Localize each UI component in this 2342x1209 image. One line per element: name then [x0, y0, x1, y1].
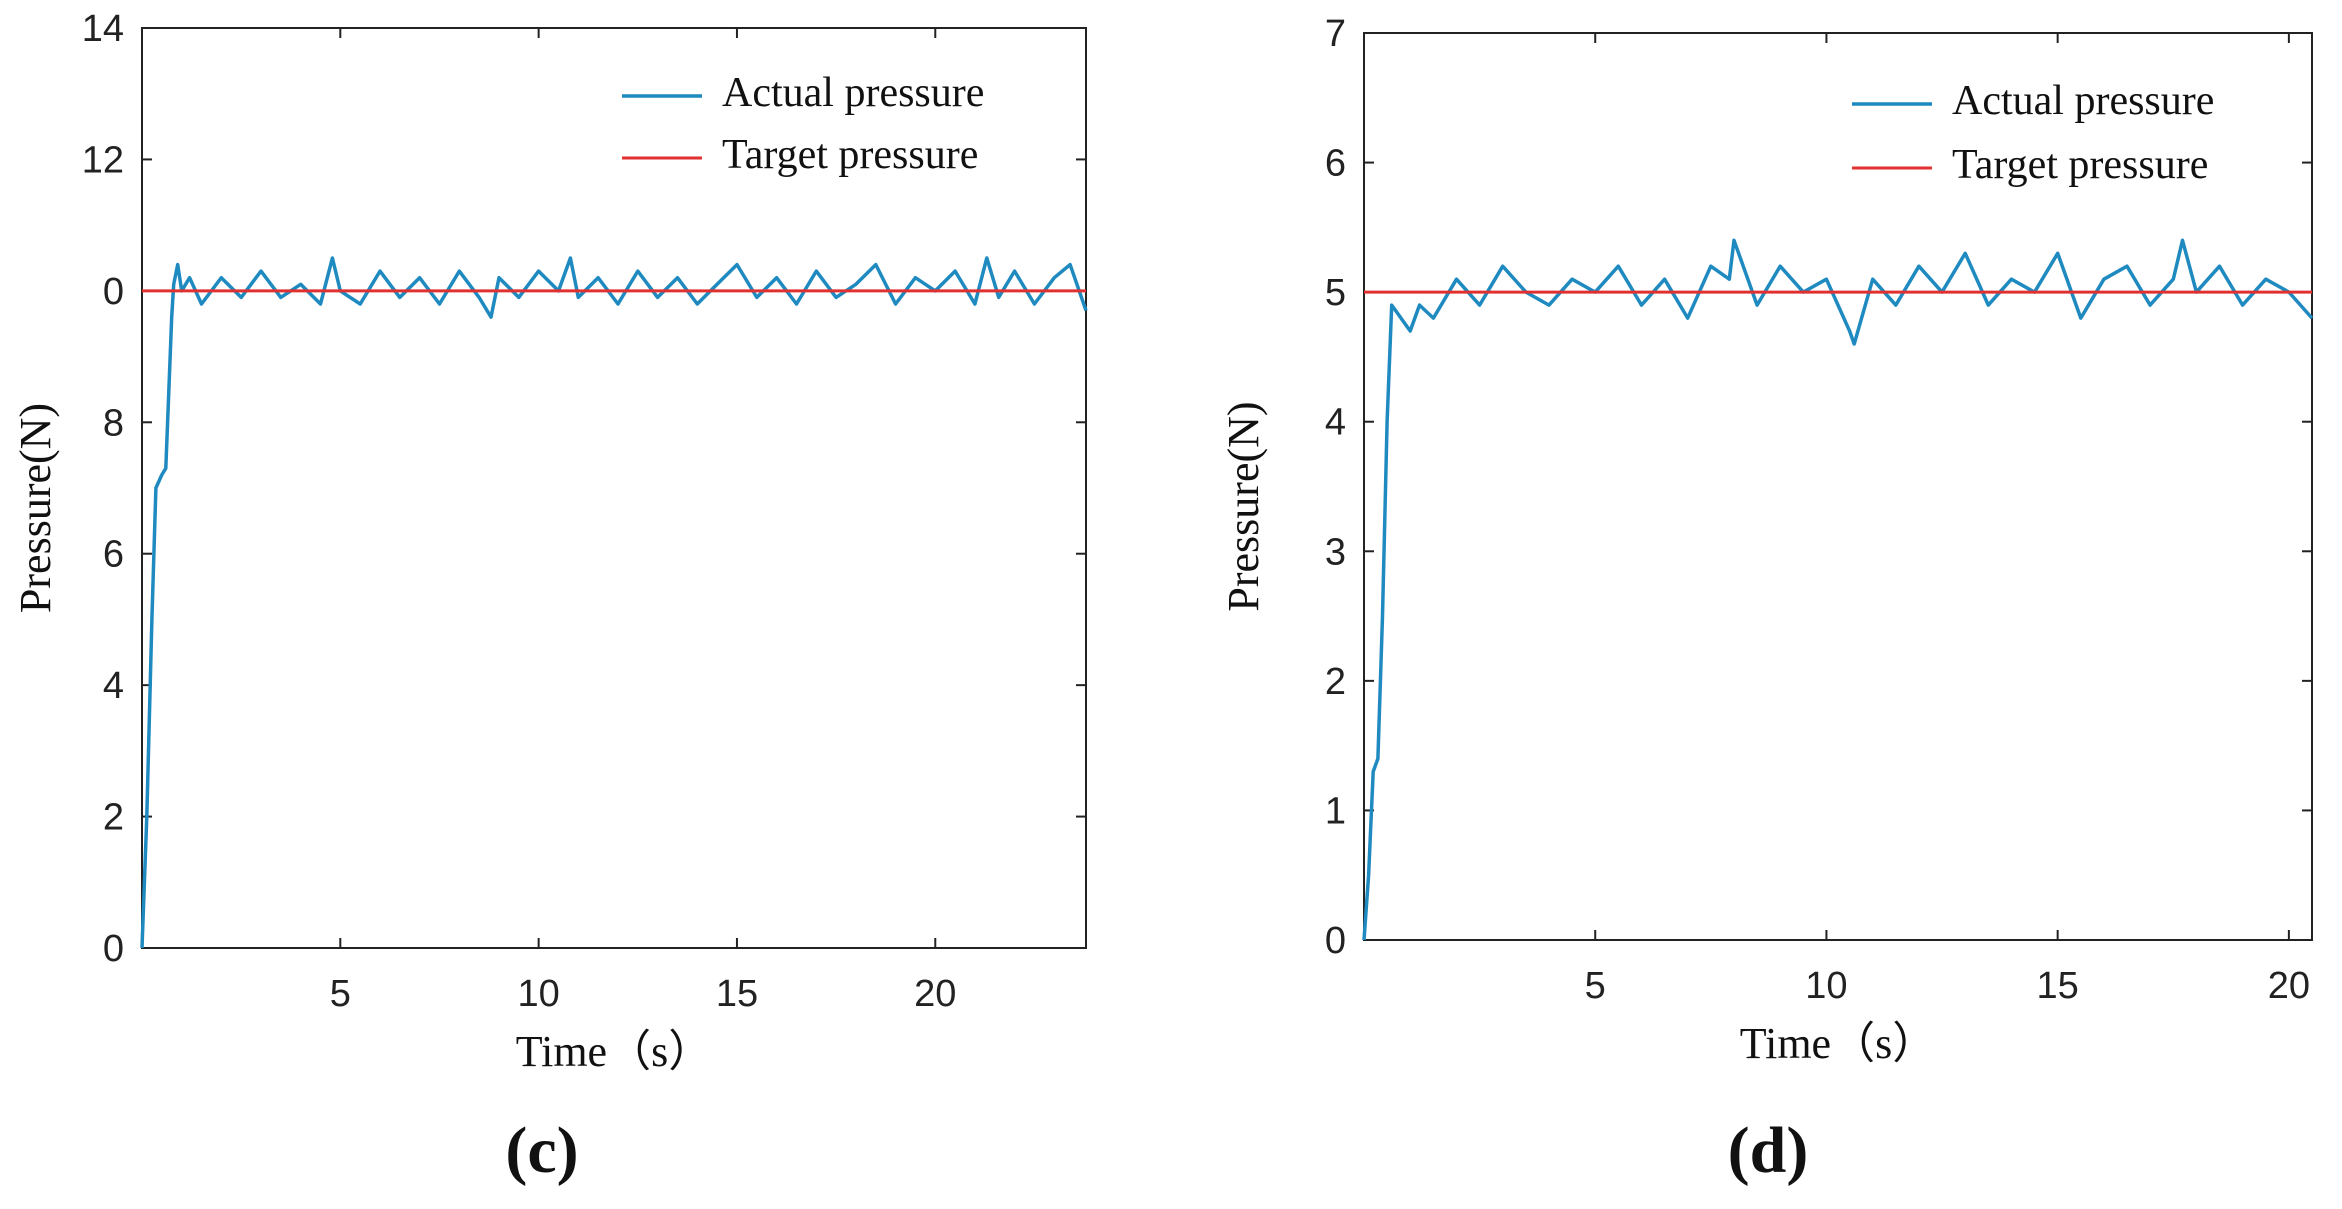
y-axis-label-c: Pressure(N): [11, 403, 60, 613]
x-axis-label-c: Time（s）: [516, 1027, 712, 1076]
y-tick-label-c: 0: [103, 271, 124, 313]
series-line-c-actual: [140, 256, 1088, 949]
y-tick-label-d: 7: [1325, 13, 1346, 55]
y-tick-label-d: 6: [1325, 143, 1346, 185]
x-tick-label-c: 10: [517, 973, 559, 1015]
y-tick-label-c: 8: [103, 402, 124, 444]
y-tick-label-d: 4: [1325, 402, 1346, 444]
x-tick-label-c: 15: [716, 973, 758, 1015]
y-tick-label-c: 6: [103, 534, 124, 576]
x-tick-label-d: 10: [1805, 965, 1847, 1007]
chart-d: 0 1 2 3 4 5 6 7 5 10 15 20 Time（s） Pressure(N) Actual …: [1219, 13, 2314, 1187]
y-tick-label-d: 1: [1325, 790, 1346, 832]
series-line-d-actual: [1362, 238, 2314, 941]
x-axis-label-d: Time（s）: [1740, 1019, 1936, 1068]
y-tick-label-d: 3: [1325, 531, 1346, 573]
legend-label-d-target: Target pressure: [1952, 142, 2208, 188]
y-tick-label-d: 2: [1325, 661, 1346, 703]
x-tick-label-d: 15: [2037, 965, 2079, 1007]
plot-frame-c: [141, 27, 1087, 949]
y-tick-label-c: 0: [103, 928, 124, 970]
legend-label-d-actual: Actual pressure: [1952, 78, 2214, 124]
chart-c: 0 2 4 6 8 0 12 14 5 10 15 20 Time（s） Pressure(N) Actua…: [11, 8, 1088, 1187]
x-tick-label-c: 20: [914, 973, 956, 1015]
y-tick-label-d: 0: [1325, 920, 1346, 962]
y-tick-label-c: 2: [103, 797, 124, 839]
panel-label-d: (d): [1728, 1114, 1809, 1187]
y-tick-label-c: 12: [82, 139, 124, 181]
x-tick-label-c: 5: [330, 973, 351, 1015]
y-tick-label-c: 4: [103, 665, 124, 707]
legend-label-c-target: Target pressure: [722, 132, 978, 178]
x-tick-label-d: 20: [2268, 965, 2310, 1007]
y-tick-label-c: 14: [82, 8, 124, 50]
y-tick-label-d: 5: [1325, 272, 1346, 314]
y-axis-label-d: Pressure(N): [1219, 401, 1268, 611]
plot-frame-d: [1363, 32, 2313, 941]
legend-label-c-actual: Actual pressure: [722, 70, 984, 116]
panel-label-c: (c): [505, 1114, 578, 1187]
x-tick-label-d: 5: [1585, 965, 1606, 1007]
